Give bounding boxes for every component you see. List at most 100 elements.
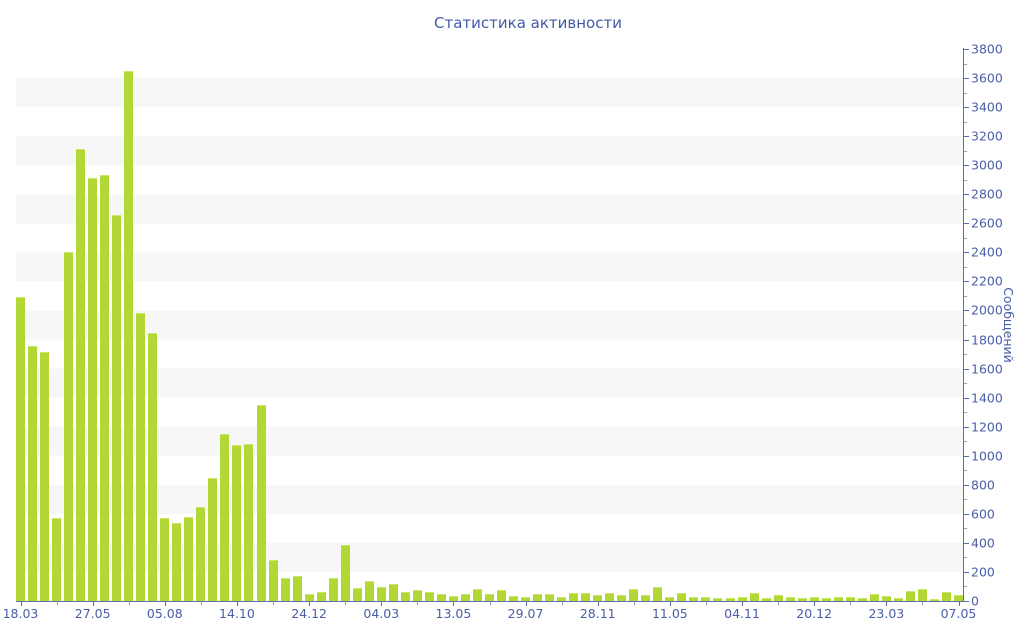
x-minor-tick [561,602,563,605]
bar [352,587,362,601]
x-minor-tick [705,602,707,605]
x-axis-line [16,601,964,602]
bar [821,598,831,601]
bar [400,591,410,601]
bar [76,149,86,601]
y-axis-tick-label: 2800 [971,186,1003,202]
y-minor-tick [964,557,967,559]
x-major-tick [597,602,599,606]
bar [581,593,591,601]
y-minor-tick [964,325,967,326]
y-major-tick [964,49,969,50]
bar [629,588,639,601]
y-major-tick [964,310,969,312]
bar [641,595,651,601]
bar [304,593,314,601]
bar [328,577,338,601]
bar [436,593,446,601]
y-axis-title: Сообщений [1001,287,1016,363]
y-major-tick [964,78,969,80]
bar [857,598,867,601]
bar [653,587,663,601]
bar [917,588,927,601]
bar [100,175,110,601]
bar [785,596,795,601]
x-axis-tick-label: 28.11 [579,606,616,621]
y-axis-tick-label: 800 [971,477,995,493]
x-axis-tick-label: 11.05 [651,606,688,621]
y-minor-tick [964,354,967,356]
y-axis-tick-label: 3000 [971,157,1003,173]
x-axis-tick-label: 23.03 [868,606,905,621]
bar [292,575,302,601]
bar [929,598,939,601]
x-axis-tick-label: 27.05 [74,606,111,621]
x-major-tick [958,602,960,606]
y-major-tick [964,194,969,196]
x-axis-tick-label: 24.12 [291,606,328,621]
x-minor-tick [128,602,130,605]
bar [545,593,555,601]
bar [268,560,278,601]
bar [256,404,266,601]
x-major-tick [309,602,311,606]
bar [869,593,879,601]
bar [833,597,843,601]
bar [136,312,146,601]
y-axis-tick-label: 3600 [971,70,1003,86]
y-major-tick [964,107,969,109]
bar [208,478,218,601]
x-axis-tick-label: 04.03 [363,606,400,621]
y-major-tick [964,601,969,602]
chart-title: Статистика активности [434,14,622,32]
bar [737,597,747,601]
bar [460,593,470,601]
bar [954,595,963,601]
y-axis-tick-label: 3400 [971,99,1003,115]
x-axis-tick-label: 04.11 [724,606,760,621]
y-minor-tick [964,179,967,181]
bar [797,598,807,601]
y-major-tick [964,136,969,138]
y-axis-tick-label: 2000 [971,302,1003,318]
y-axis-tick-label: 0 [971,593,979,609]
x-major-tick [453,602,455,606]
bar [88,177,98,601]
y-axis-tick-label: 3800 [971,41,1003,57]
x-minor-tick [200,602,202,605]
bar [424,591,434,601]
y-minor-tick [964,383,967,385]
bar [593,595,603,601]
bar [196,507,206,601]
y-minor-tick [964,528,967,530]
x-minor-tick [489,602,491,605]
bar [148,333,158,601]
x-axis-tick-label: 20.12 [796,606,833,621]
y-minor-tick [964,208,967,210]
x-minor-tick [345,602,347,605]
bar [472,589,482,601]
bar [677,593,687,601]
bar [232,444,242,601]
y-minor-tick [964,63,967,65]
y-axis-tick-label: 1000 [971,448,1003,464]
y-axis-tick-label: 1600 [971,361,1003,377]
bar [124,70,134,601]
y-axis-tick-label: 2400 [971,244,1003,260]
x-major-tick [525,602,527,606]
x-major-tick [886,602,888,606]
y-axis-tick-label: 200 [971,564,995,580]
y-major-tick [964,542,969,544]
plot-area [16,49,963,601]
bar [905,590,915,601]
y-major-tick [964,455,969,457]
bar [388,583,398,601]
y-major-tick [964,223,969,225]
x-minor-tick [56,602,58,605]
x-major-tick [236,602,238,606]
bar [701,597,711,601]
bar [64,252,74,601]
bar [485,593,494,601]
y-minor-tick [964,470,967,472]
